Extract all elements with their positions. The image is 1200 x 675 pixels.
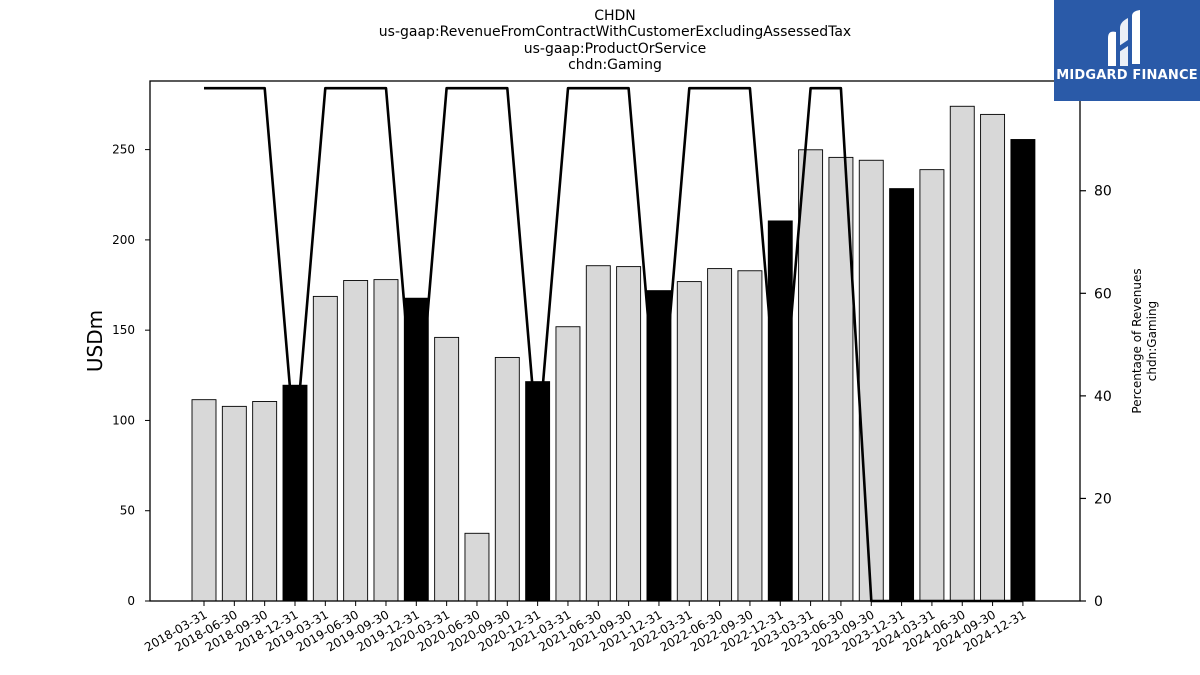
bar-2022-06-30	[707, 268, 733, 602]
y-axis-label: USDm	[83, 310, 107, 372]
chart-title-line-1: CHDN	[594, 8, 636, 24]
y-tick-label-50: 50	[120, 504, 135, 518]
y2-tick-label-60: 60	[1094, 286, 1112, 302]
bar-2019-03-31	[312, 295, 338, 602]
left-y-axis: 0 50 100 150 200 250	[112, 143, 150, 608]
chart-title-line-4: chdn:Gaming	[568, 57, 662, 73]
right-y-axis: 020406080100	[1080, 81, 1121, 610]
y-tick-label-150: 150	[112, 323, 135, 337]
bar-2023-03-31	[798, 149, 824, 602]
bar-2020-03-31	[434, 336, 460, 602]
y2-tick-label-40: 40	[1094, 389, 1112, 405]
bar-2023-12-31	[889, 188, 915, 602]
bar-2021-06-30	[585, 265, 611, 602]
y2-axis-label-line-2: chdn:Gaming	[1145, 301, 1159, 381]
bar-2020-06-30	[464, 532, 490, 602]
bar-2019-09-30	[373, 279, 399, 602]
bar-2021-09-30	[616, 266, 642, 602]
logo-text: MIDGARD FINANCE	[1056, 68, 1198, 83]
y-tick-label-100: 100	[112, 413, 135, 427]
y2-axis-label-line-1: Percentage of Revenues	[1130, 268, 1144, 413]
bar-2020-09-30	[494, 356, 520, 602]
y-tick-label-200: 200	[112, 233, 135, 247]
bar-2023-09-30	[858, 159, 884, 602]
chart-title-line-2: us-gaap:RevenueFromContractWithCustomerE…	[378, 24, 852, 40]
y-tick-label-0: 0	[127, 594, 135, 608]
bar-2019-06-30	[343, 280, 369, 602]
bar-2024-06-30	[949, 105, 975, 602]
y2-tick-label-80: 80	[1094, 184, 1112, 200]
bar-2020-12-31	[525, 381, 551, 602]
bar-2018-09-30	[252, 401, 278, 602]
y-tick-label-250: 250	[112, 143, 135, 157]
bar-2024-12-31	[1010, 139, 1036, 602]
bar-2023-06-30	[828, 156, 854, 602]
bar-2018-12-31	[282, 384, 308, 602]
bar-2021-03-31	[555, 326, 581, 602]
bar-2024-03-31	[919, 169, 945, 602]
bar-2018-06-30	[221, 405, 247, 602]
bar-2018-03-31	[191, 399, 217, 602]
logo-mark-icon	[1108, 10, 1140, 67]
y2-tick-label-0: 0	[1094, 594, 1103, 610]
bar-2024-09-30	[980, 113, 1006, 602]
x-axis: 2018-03-312018-06-302018-09-302018-12-31…	[142, 601, 1028, 654]
chart-title-line-3: us-gaap:ProductOrService	[523, 41, 707, 57]
bar-series	[191, 105, 1036, 602]
bar-2022-03-31	[676, 281, 702, 602]
plot-frame	[149, 80, 1081, 602]
bar-2022-09-30	[737, 270, 763, 602]
midgard-finance-logo: MIDGARD FINANCE	[1054, 0, 1200, 101]
y2-tick-label-20: 20	[1094, 491, 1112, 507]
bar-2022-12-31	[767, 220, 793, 602]
